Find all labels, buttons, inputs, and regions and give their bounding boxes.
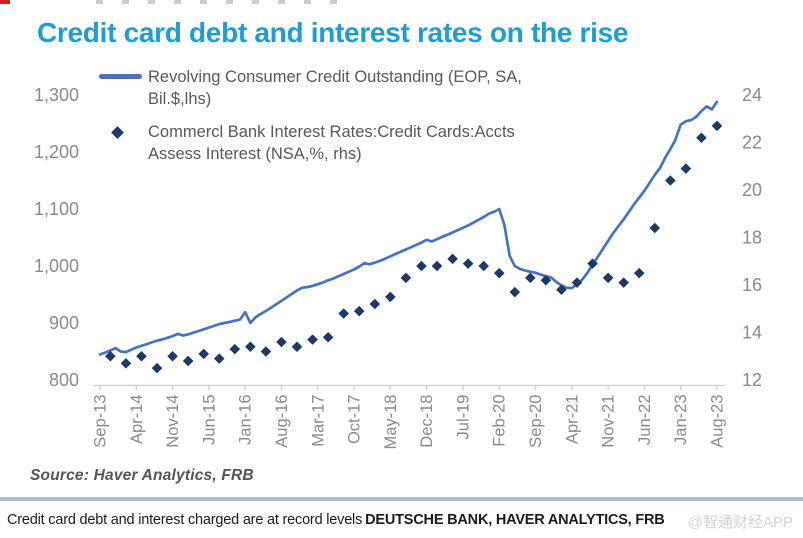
svg-text:Nov-14: Nov-14 xyxy=(164,395,182,448)
divider-line xyxy=(0,497,803,501)
svg-text:12: 12 xyxy=(742,370,762,390)
caption-attribution: DEUTSCHE BANK, HAVER ANALYTICS, FRB xyxy=(365,512,665,528)
svg-text:Aug-16: Aug-16 xyxy=(273,395,291,448)
svg-text:May-18: May-18 xyxy=(382,395,400,450)
chart-svg: Sep-13 Apr-14 Nov-14 Jun-15 Jan-16 Aug-16 Mar-… xyxy=(34,85,762,450)
svg-text:22: 22 xyxy=(742,133,762,153)
svg-text:24: 24 xyxy=(742,85,762,105)
chart-title: Credit card debt and interest rates on t… xyxy=(37,17,629,48)
source-note: Source: Haver Analytics, FRB xyxy=(30,467,254,484)
legend-label-credit: Revolving Consumer Credit Outstanding (E… xyxy=(148,66,522,110)
svg-text:Jun-22: Jun-22 xyxy=(636,395,654,445)
svg-text:20: 20 xyxy=(742,180,762,200)
svg-text:Feb-20: Feb-20 xyxy=(491,395,509,447)
caption: Credit card debt and interest charged ar… xyxy=(7,512,665,528)
svg-text:Sep-13: Sep-13 xyxy=(92,395,110,448)
legend-label-credit-line2: Bil.$,lhs) xyxy=(148,90,212,108)
svg-text:900: 900 xyxy=(49,313,79,333)
watermark: @智通财经APP xyxy=(687,514,793,531)
svg-text:Jan-16: Jan-16 xyxy=(237,395,255,445)
svg-text:16: 16 xyxy=(742,275,762,295)
svg-text:Apr-21: Apr-21 xyxy=(563,395,581,445)
legend-label-credit-line1: Revolving Consumer Credit Outstanding (E… xyxy=(148,68,522,86)
cropped-text-top xyxy=(96,0,341,4)
legend-label-interest-line1: Commercl Bank Interest Rates:Credit Card… xyxy=(148,123,515,141)
legend-label-interest: Commercl Bank Interest Rates:Credit Card… xyxy=(148,121,515,165)
svg-text:800: 800 xyxy=(49,370,79,390)
svg-text:Nov-21: Nov-21 xyxy=(600,395,618,448)
caption-text: Credit card debt and interest charged ar… xyxy=(7,512,363,528)
legend-item-credit-line: Revolving Consumer Credit Outstanding (E… xyxy=(99,66,522,110)
legend-item-interest-rate: Commercl Bank Interest Rates:Credit Card… xyxy=(99,121,522,165)
svg-text:Oct-17: Oct-17 xyxy=(346,395,364,445)
svg-text:Jul-19: Jul-19 xyxy=(454,395,472,440)
legend-marker-col xyxy=(99,66,148,110)
svg-text:Sep-20: Sep-20 xyxy=(527,395,545,448)
legend: Revolving Consumer Credit Outstanding (E… xyxy=(99,66,522,165)
legend-label-interest-line2: Assess Interest (NSA,%, rhs) xyxy=(148,145,362,163)
svg-text:14: 14 xyxy=(742,323,762,343)
svg-text:Jun-15: Jun-15 xyxy=(200,395,218,445)
svg-text:1,000: 1,000 xyxy=(34,256,79,276)
svg-text:1,100: 1,100 xyxy=(34,199,79,219)
svg-text:18: 18 xyxy=(742,228,762,248)
svg-text:Mar-17: Mar-17 xyxy=(309,395,327,447)
svg-text:1,200: 1,200 xyxy=(34,142,79,162)
corner-red-mark xyxy=(0,0,10,4)
svg-text:Apr-14: Apr-14 xyxy=(128,395,146,445)
line-series-marker xyxy=(99,74,142,79)
svg-text:Jan-23: Jan-23 xyxy=(672,395,690,445)
svg-text:1,300: 1,300 xyxy=(34,85,79,105)
svg-text:Aug-23: Aug-23 xyxy=(709,395,727,448)
svg-text:Dec-18: Dec-18 xyxy=(418,395,436,448)
